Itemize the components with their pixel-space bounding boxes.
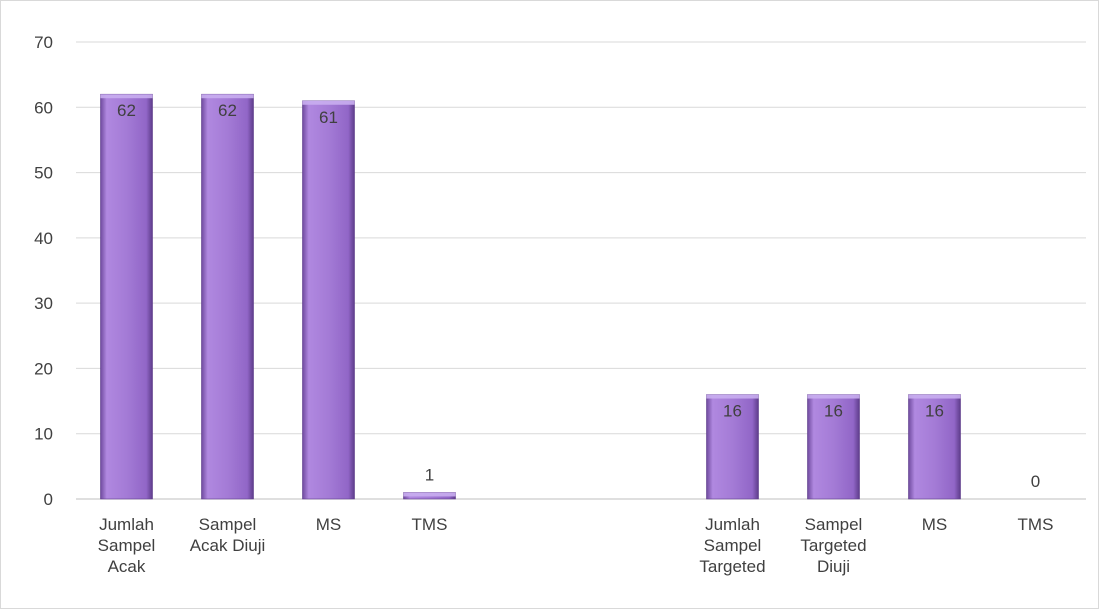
y-tick-label: 40	[34, 229, 53, 248]
x-axis-ticks: Jumlah Sampel Acak Sampel Acak Diuji MS TMS Jum…	[98, 515, 1054, 576]
bar	[706, 394, 759, 500]
data-label: 0	[1031, 472, 1040, 491]
y-tick-label: 30	[34, 294, 53, 313]
x-tick-label: Acak	[108, 557, 146, 576]
bar-top-bevel	[302, 100, 355, 105]
data-label: 16	[723, 402, 742, 421]
x-tick-label: Sampel	[704, 536, 762, 555]
x-tick-label: Targeted	[699, 557, 765, 576]
x-tick-label: Jumlah	[705, 515, 760, 534]
x-tick-label: MS	[316, 515, 342, 534]
bar	[100, 93, 153, 500]
bar-top-bevel	[706, 394, 759, 399]
data-label: 62	[117, 101, 136, 120]
y-tick-label: 50	[34, 164, 53, 183]
x-tick-label: Targeted	[800, 536, 866, 555]
bars	[100, 93, 961, 500]
bar	[807, 394, 860, 500]
x-tick-label: TMS	[412, 515, 448, 534]
x-tick-label: TMS	[1018, 515, 1054, 534]
bar-top-bevel	[908, 394, 961, 399]
bar-top-bevel	[100, 94, 153, 99]
y-tick-label: 60	[34, 98, 53, 117]
y-axis-ticks: 0 10 20 30 40 50 60 70	[34, 33, 53, 509]
x-tick-label: Acak Diuji	[190, 536, 266, 555]
data-label: 1	[425, 465, 434, 484]
data-label: 62	[218, 101, 237, 120]
x-tick-label: Jumlah	[99, 515, 154, 534]
y-tick-label: 10	[34, 425, 53, 444]
x-tick-label: Sampel	[98, 536, 156, 555]
x-tick-label: Diuji	[817, 557, 850, 576]
bar	[201, 93, 254, 500]
data-label: 16	[824, 402, 843, 421]
y-tick-label: 70	[34, 33, 53, 52]
bar-top-bevel	[201, 94, 254, 99]
y-tick-label: 20	[34, 359, 53, 378]
bar	[302, 100, 355, 500]
y-tick-label: 0	[44, 490, 53, 509]
bar-top-bevel	[403, 492, 456, 497]
data-label: 61	[319, 108, 338, 127]
bar-top-bevel	[807, 394, 860, 399]
data-labels: 62 62 61 1 16 16 16 0	[117, 101, 1040, 491]
x-tick-label: Sampel	[199, 515, 257, 534]
x-tick-label: Sampel	[805, 515, 863, 534]
data-label: 16	[925, 402, 944, 421]
x-tick-label: MS	[922, 515, 948, 534]
bar	[908, 394, 961, 500]
